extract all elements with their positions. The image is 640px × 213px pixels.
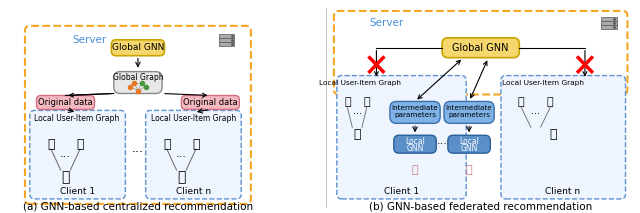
Text: 🍉: 🍉 [518, 97, 525, 107]
Text: Server: Server [72, 35, 106, 45]
Text: ···: ··· [132, 146, 144, 159]
Text: 👤: 👤 [353, 128, 361, 141]
FancyBboxPatch shape [444, 101, 494, 123]
Bar [602, 25, 617, 29]
Text: 🔒: 🔒 [466, 165, 472, 175]
Text: Global Graph: Global Graph [113, 73, 163, 82]
Text: 🍋: 🍋 [192, 138, 200, 151]
FancyBboxPatch shape [181, 95, 239, 109]
Text: ···: ··· [436, 139, 447, 149]
FancyBboxPatch shape [501, 76, 625, 199]
Text: 👤: 👤 [61, 170, 70, 184]
Bar [219, 34, 234, 38]
FancyBboxPatch shape [36, 95, 95, 109]
Text: Global GNN: Global GNN [452, 43, 509, 53]
Text: 🍉: 🍉 [163, 138, 171, 151]
Text: Client 1: Client 1 [384, 187, 419, 196]
FancyBboxPatch shape [146, 110, 241, 199]
FancyBboxPatch shape [394, 135, 436, 153]
Bar [219, 38, 234, 42]
Text: 🍎: 🍎 [364, 97, 370, 107]
Text: Local: Local [405, 137, 425, 146]
Text: Local User-Item Graph: Local User-Item Graph [319, 79, 401, 86]
Bar [219, 42, 234, 46]
Text: 🍋: 🍋 [547, 97, 554, 107]
Text: Local User-Item Graph: Local User-Item Graph [35, 114, 120, 123]
FancyBboxPatch shape [337, 76, 466, 199]
Text: Intermediate: Intermediate [392, 105, 438, 111]
Text: 🍉: 🍉 [344, 97, 351, 107]
Text: Client n: Client n [177, 187, 211, 196]
Text: 🍉: 🍉 [47, 138, 55, 151]
Text: 👩: 👩 [549, 128, 557, 141]
Text: (b) GNN-based federated recommendation: (b) GNN-based federated recommendation [369, 202, 592, 212]
Bar [602, 21, 617, 25]
FancyBboxPatch shape [390, 101, 440, 123]
Text: Original data: Original data [183, 98, 237, 107]
Text: GNN: GNN [406, 144, 424, 153]
FancyBboxPatch shape [448, 135, 490, 153]
Text: Local: Local [459, 137, 479, 146]
Text: ···: ··· [176, 152, 187, 162]
Text: Client n: Client n [545, 187, 580, 196]
Text: Intermediate: Intermediate [445, 105, 492, 111]
FancyBboxPatch shape [442, 38, 519, 58]
Text: Server: Server [370, 18, 404, 28]
FancyBboxPatch shape [30, 110, 125, 199]
Text: (a) GNN-based centralized recommendation: (a) GNN-based centralized recommendation [23, 202, 253, 212]
Text: Original data: Original data [38, 98, 93, 107]
Text: Local User-Item Graph: Local User-Item Graph [502, 79, 584, 86]
Bar [602, 17, 617, 21]
Text: Local User-Item Graph: Local User-Item Graph [151, 114, 237, 123]
Text: 👩: 👩 [177, 170, 186, 184]
Text: 🔒: 🔒 [412, 165, 419, 175]
Text: Global GNN: Global GNN [112, 43, 164, 52]
Text: GNN: GNN [460, 144, 478, 153]
Text: ···: ··· [531, 109, 540, 119]
Text: 🍎: 🍎 [76, 138, 84, 151]
FancyBboxPatch shape [114, 72, 162, 94]
Text: ···: ··· [353, 109, 362, 119]
Text: parameters: parameters [394, 112, 436, 118]
FancyBboxPatch shape [111, 40, 164, 56]
Text: ···: ··· [60, 152, 71, 162]
Text: Client 1: Client 1 [60, 187, 95, 196]
Text: parameters: parameters [448, 112, 490, 118]
